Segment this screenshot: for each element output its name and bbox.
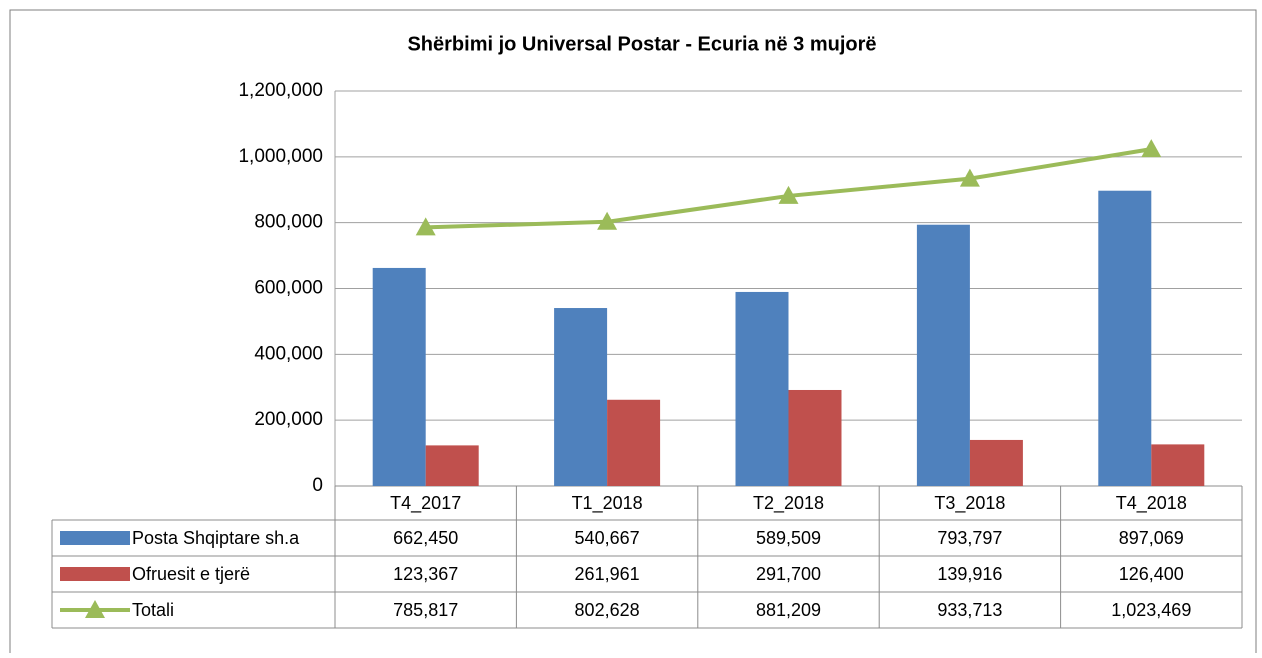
table-value: 897,069	[1119, 528, 1184, 548]
marker	[959, 168, 980, 187]
chart-frame	[9, 9, 1257, 658]
y-tick-label: 800,000	[254, 212, 323, 233]
x-tick-label: T3_2018	[934, 493, 1005, 514]
bar	[735, 291, 789, 486]
bar	[425, 445, 479, 486]
marker	[778, 185, 799, 204]
legend-key	[60, 531, 130, 545]
legend-label: Totali	[132, 600, 174, 620]
table-value: 126,400	[1119, 564, 1184, 584]
bar	[372, 267, 426, 486]
bar	[1151, 444, 1205, 486]
y-tick-label: 1,000,000	[238, 146, 323, 167]
legend-label: Ofruesit e tjerë	[132, 564, 250, 584]
table-value: 123,367	[393, 564, 458, 584]
x-tick-label: T2_2018	[753, 493, 824, 514]
table-value: 540,667	[575, 528, 640, 548]
y-tick-label: 400,000	[254, 343, 323, 364]
bar	[916, 224, 970, 486]
y-tick-label: 200,000	[254, 409, 323, 430]
bar	[607, 399, 661, 486]
legend-key	[85, 600, 105, 618]
table-value: 793,797	[937, 528, 1002, 548]
table-value: 881,209	[756, 600, 821, 620]
table-value: 1,023,469	[1111, 600, 1191, 620]
bar	[1098, 190, 1152, 486]
marker	[415, 217, 436, 236]
x-tick-label: T1_2018	[572, 493, 643, 514]
y-tick-label: 1,200,000	[238, 80, 323, 101]
bar	[554, 308, 608, 486]
bar	[969, 439, 1023, 486]
y-tick-label: 600,000	[254, 278, 323, 299]
table-value: 933,713	[937, 600, 1002, 620]
table-value: 139,916	[937, 564, 1002, 584]
table-value: 662,450	[393, 528, 458, 548]
table-value: 261,961	[575, 564, 640, 584]
table-value: 291,700	[756, 564, 821, 584]
chart-title: Shërbimi jo Universal Postar - Ecuria në…	[407, 33, 876, 55]
table-value: 589,509	[756, 528, 821, 548]
marker	[597, 211, 618, 230]
legend-label: Posta Shqiptare sh.a	[132, 528, 300, 548]
marker	[1141, 139, 1162, 158]
table-value: 785,817	[393, 600, 458, 620]
table-value: 802,628	[575, 600, 640, 620]
y-tick-label: 0	[312, 475, 323, 496]
legend-key	[60, 567, 130, 581]
bar	[788, 389, 842, 486]
x-tick-label: T4_2017	[390, 493, 461, 514]
x-tick-label: T4_2018	[1116, 493, 1187, 514]
